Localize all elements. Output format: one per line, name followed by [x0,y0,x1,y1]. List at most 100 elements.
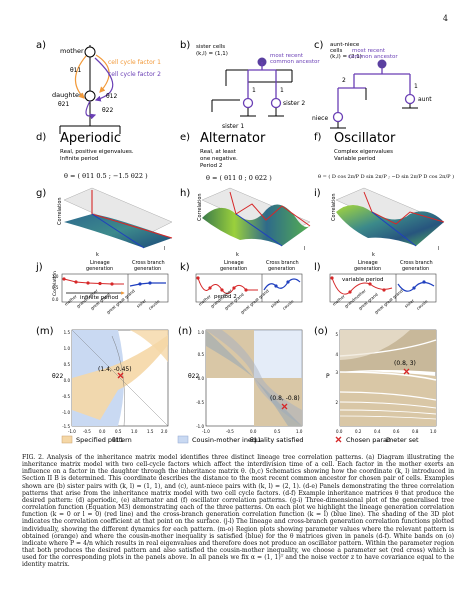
panel-a-letter: a) [36,40,46,51]
panel-j-cross: Cross branch [132,260,165,266]
panel-j-gen: generation [86,266,113,272]
o-ytick-2: 3 [335,370,338,375]
panel-g-yl: l [164,246,165,252]
mother-node [84,46,96,58]
m-ytick-2: 0.5 [64,362,71,367]
m-xtick-4: 1.0 [131,429,138,434]
panel-l-cgen: generation [402,266,429,272]
legend-specified-swatch [61,435,73,444]
n-ytick-0: 1.0 [198,330,205,335]
panel-b-sister2: sister 2 [283,100,305,107]
l-xcat-4: sister [403,298,415,309]
panel-e-title: Alternator [200,131,266,146]
panel-j-letter: j) [35,262,43,273]
n-xtick-4: 1.0 [296,429,303,434]
figure-caption: FIG. 2. Analysis of the inheritance matr… [22,454,454,569]
n-ytick-4: -1.0 [196,424,204,429]
m-xtick-5: 1.5 [147,429,154,434]
m-xtick-1: -0.5 [83,429,91,434]
m-ytick-1: 1.0 [64,346,71,351]
panel-f-matrix: θ = ( D cos 2π/P D sin 2π/P ; −D sin 2π/… [318,173,454,180]
m-xticks: -1.0 -0.5 0.0 0.5 1.0 1.5 2.0 [68,429,168,434]
o-xtick-2: 0.4 [374,429,381,434]
n-yticks: 1.0 0.5 0.0 -0.5 -1.0 [196,330,204,429]
panel-j-period: infinite period [80,295,118,301]
panel-d-title: Aperiodic [60,131,121,146]
m-xlabel: θ11 [112,437,123,444]
j-xcat-4: sister [135,298,147,309]
panel-l-lin: Lineage [358,260,378,266]
panel-l-period: variable period [342,277,383,283]
panel-j-ytick-1: 0.5 [52,285,59,290]
panel-j-ylabel: Correlation [52,271,58,296]
n-xtick-2: 0.0 [250,429,257,434]
panel-i-letter: i) [314,188,321,199]
panel-f-desc2: Variable period [334,156,376,162]
n-xtick-3: 0.5 [274,429,281,434]
panel-j: j) Lineage generation Cross branch gener… [35,260,169,315]
o-ytick-1: 4 [335,352,338,357]
panel-h-letter: h) [180,188,190,199]
panel-h: h) Correlation k l [180,187,311,258]
panel-h-zlabel: Correlation [197,193,203,221]
theta12-label: θ12 [106,93,117,100]
n-point-label: (0.8, -0.8) [270,395,300,402]
panel-c-letter: c) [314,40,323,51]
panel-g-xl: k [96,252,99,258]
panel-i-xl: k [372,252,375,258]
panel-k-period: period 2 [214,294,237,300]
panel-g: g) Correlation k l [36,187,173,258]
n-xticks: -1.0 -0.5 0.0 0.5 1.0 [202,429,303,434]
n-xtick-1: -0.5 [226,429,234,434]
page-number: 4 [442,14,448,23]
o-xlabel: D [386,437,391,444]
panel-d-desc1: Real, positive eigenvalues. [60,149,134,155]
panel-n: (n) (0.8, -0.8) θ11 θ22 -1.0 -0.5 0.0 0.… [178,326,303,444]
o-point-label: (0.8, 3) [394,360,416,367]
panel-c-edge1: 1 [414,83,418,90]
o-xtick-3: 0.6 [393,429,400,434]
panel-l: l) Lineage generation Cross branch gener… [314,260,437,315]
daughter-node [84,90,96,102]
panel-c-ancestor2: common ancestor [348,54,398,60]
panel-c-aunt: aunt [418,96,432,103]
panel-h-yl: l [304,246,305,252]
panel-b-sister1: sister 1 [222,123,244,130]
panel-c-title1: aunt-niece [330,42,360,48]
n-ytick-1: 0.5 [198,352,205,357]
panel-j-ytick-2: 0.0 [52,297,59,302]
o-xtick-5: 1.0 [430,429,437,434]
panel-f: f) Oscillator Complex eigenvalues Variab… [314,131,454,180]
panel-c: c) aunt-niece cells (k,l) = (2,1) most r… [312,40,432,129]
panel-b-ancestor1: most recent [270,53,304,59]
panel-l-cross: Cross branch [400,260,433,266]
panel-b-ancestor2: common ancestor [270,59,320,65]
panel-a: a) mother daughter θ11 θ21 θ12 θ22 cell … [36,40,161,134]
m-ytick-4: -0.5 [62,394,70,399]
panel-k-gen: generation [220,266,247,272]
c-ancestor-node [377,59,387,69]
panel-j-lin: Lineage [90,260,110,266]
theta21-label: θ21 [58,101,69,108]
o-chosen-cross [403,368,410,375]
panel-b-title1: sister cells [196,44,225,50]
panel-b-edge2: 1 [280,87,284,94]
panel-f-desc1: Complex eigenvalues [334,149,393,155]
panel-n-letter: (n) [178,326,192,337]
panel-c-edge2: 2 [342,77,346,84]
panel-m-letter: (m) [36,326,54,337]
n-ytick-2: 0.0 [198,376,205,381]
legend-chosen-cross [335,436,342,443]
panel-e-letter: e) [180,132,190,143]
n-xtick-0: -1.0 [202,429,210,434]
panel-f-title: Oscillator [334,131,396,146]
panel-d: d) Aperiodic Real, positive eigenvalues.… [36,131,148,180]
theta11-label: θ11 [70,67,81,74]
panel-k-cgen: generation [268,266,295,272]
panel-d-matrix: θ = ( θ11 0.5 ; −1.5 θ22 ) [64,172,148,180]
o-yticks: 5 4 3 2 [335,332,338,405]
m-xtick-2: 0.0 [99,429,106,434]
theta22-label: θ22 [102,107,113,114]
panel-e-desc1: Real, at least [200,149,237,155]
